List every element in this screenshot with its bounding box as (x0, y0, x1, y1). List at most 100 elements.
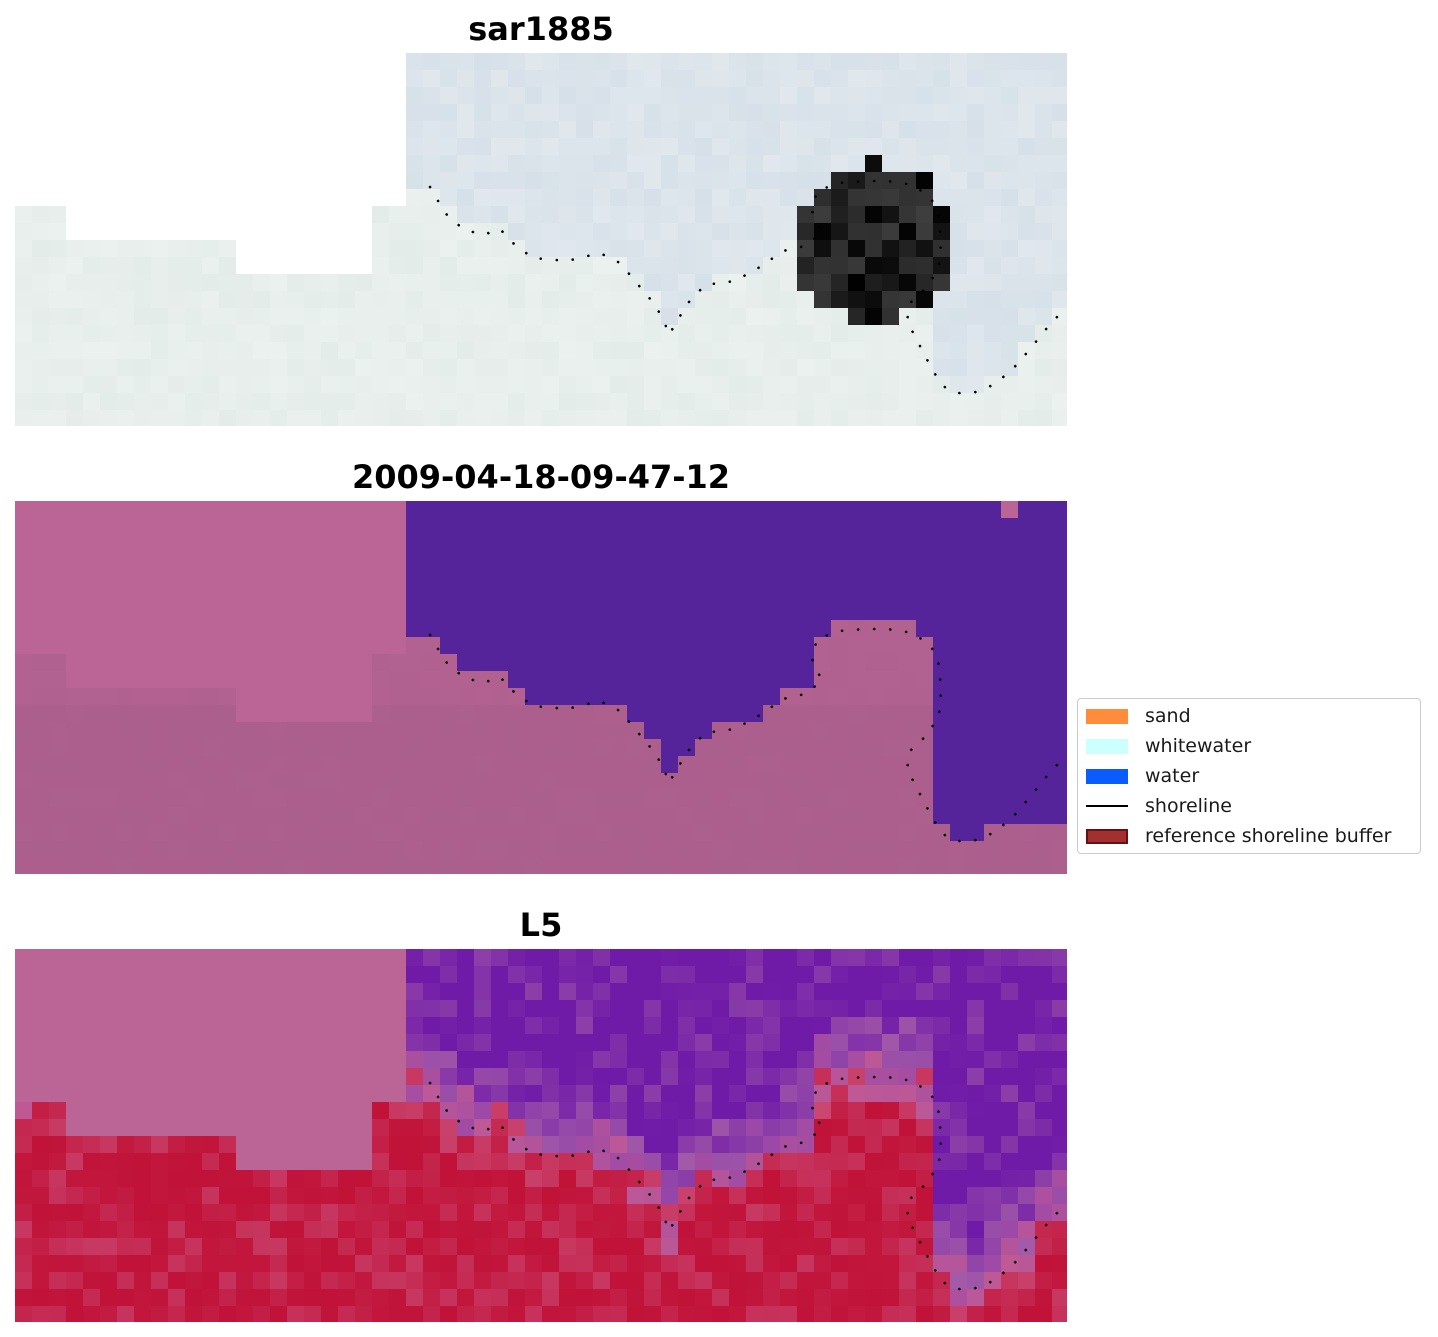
raster-pixel (372, 223, 390, 241)
raster-pixel (610, 410, 628, 426)
raster-pixel (134, 342, 152, 360)
raster-pixel (32, 773, 50, 791)
raster-pixel (406, 671, 424, 689)
raster-pixel (202, 535, 220, 553)
raster-pixel (1001, 393, 1019, 411)
raster-pixel (236, 722, 254, 740)
raster-pixel (644, 87, 662, 105)
raster-pixel (219, 586, 237, 604)
raster-pixel (763, 1221, 781, 1239)
raster-pixel (967, 155, 985, 173)
raster-pixel (882, 637, 900, 655)
raster-pixel (321, 172, 339, 190)
raster-pixel (457, 53, 475, 71)
raster-pixel (338, 1102, 356, 1120)
raster-pixel (219, 722, 237, 740)
raster-pixel (134, 189, 152, 207)
raster-pixel (321, 1204, 339, 1222)
raster-pixel (1001, 1119, 1019, 1137)
raster-pixel (151, 637, 169, 655)
raster-pixel (219, 325, 237, 343)
raster-pixel (355, 637, 373, 655)
raster-pixel (1035, 773, 1053, 791)
raster-pixel (117, 501, 135, 519)
raster-pixel (644, 1238, 662, 1256)
raster-pixel (440, 518, 458, 536)
raster-pixel (423, 104, 441, 122)
raster-pixel (899, 1187, 917, 1205)
raster-pixel (355, 773, 373, 791)
raster-pixel (168, 155, 186, 173)
raster-pixel (1035, 518, 1053, 536)
raster-pixel (950, 1187, 968, 1205)
raster-pixel (678, 410, 696, 426)
raster-pixel (1052, 1000, 1067, 1018)
raster-pixel (338, 376, 356, 394)
raster-pixel (117, 1068, 135, 1086)
raster-pixel (916, 1085, 934, 1103)
raster-pixel (967, 586, 985, 604)
raster-pixel (202, 949, 220, 967)
raster-pixel (559, 1238, 577, 1256)
raster-pixel (338, 155, 356, 173)
raster-pixel (1001, 70, 1019, 88)
raster-pixel (219, 603, 237, 621)
raster-pixel (933, 773, 951, 791)
raster-pixel (66, 858, 84, 874)
raster-pixel (831, 966, 849, 984)
raster-pixel (372, 671, 390, 689)
raster-pixel (712, 240, 730, 258)
raster-pixel (49, 824, 67, 842)
raster-pixel (406, 586, 424, 604)
raster-pixel (610, 603, 628, 621)
raster-pixel (66, 1289, 84, 1307)
raster-pixel (525, 308, 543, 326)
raster-pixel (202, 705, 220, 723)
raster-pixel (66, 189, 84, 207)
raster-pixel (202, 586, 220, 604)
raster-pixel (559, 291, 577, 309)
raster-pixel (253, 722, 271, 740)
raster-pixel (525, 70, 543, 88)
raster-pixel (372, 274, 390, 292)
raster-pixel (117, 121, 135, 139)
raster-pixel (304, 1272, 322, 1290)
raster-pixel (576, 858, 594, 874)
raster-pixel (185, 206, 203, 224)
raster-pixel (882, 1119, 900, 1137)
raster-pixel (831, 824, 849, 842)
raster-pixel (763, 1204, 781, 1222)
raster-pixel (984, 620, 1002, 638)
raster-pixel (440, 87, 458, 105)
raster-pixel (882, 308, 900, 326)
raster-pixel (780, 722, 798, 740)
raster-pixel (627, 70, 645, 88)
raster-pixel (780, 342, 798, 360)
probability-raster (15, 949, 1067, 1322)
raster-pixel (1018, 841, 1036, 859)
raster-pixel (780, 206, 798, 224)
raster-pixel (49, 671, 67, 689)
raster-pixel (15, 1017, 33, 1035)
raster-pixel (389, 1000, 407, 1018)
raster-pixel (287, 983, 305, 1001)
raster-pixel (559, 722, 577, 740)
raster-pixel (338, 1068, 356, 1086)
raster-pixel (15, 807, 33, 825)
raster-pixel (372, 359, 390, 377)
raster-pixel (763, 359, 781, 377)
raster-pixel (865, 1289, 883, 1307)
raster-pixel (253, 1289, 271, 1307)
raster-pixel (899, 841, 917, 859)
raster-pixel (967, 53, 985, 71)
raster-pixel (270, 966, 288, 984)
raster-pixel (644, 807, 662, 825)
raster-pixel (423, 410, 441, 426)
raster-pixel (117, 1017, 135, 1035)
raster-pixel (389, 1255, 407, 1273)
raster-pixel (899, 1306, 917, 1322)
raster-pixel (661, 155, 679, 173)
raster-pixel (661, 637, 679, 655)
raster-pixel (848, 1000, 866, 1018)
raster-pixel (355, 518, 373, 536)
